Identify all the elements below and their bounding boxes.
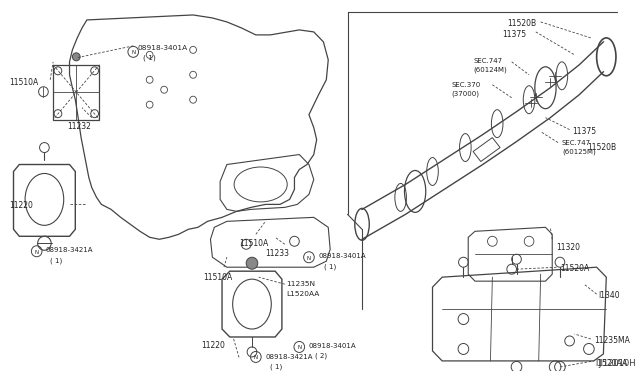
Text: 11510A: 11510A [239,239,269,248]
Text: 11520B: 11520B [507,19,536,28]
Text: SEC.747: SEC.747 [473,58,502,64]
Text: 11235MA: 11235MA [594,336,630,345]
Text: 11235N: 11235N [286,281,315,287]
Text: ( 1): ( 1) [50,257,63,264]
Text: (37000): (37000) [452,91,480,97]
Circle shape [246,257,258,269]
Text: N: N [131,50,135,55]
Text: 08918-3421A: 08918-3421A [266,354,313,360]
Text: ( 1): ( 1) [270,364,283,371]
Text: 11510A: 11510A [203,273,232,282]
Text: 08918-3401A: 08918-3401A [319,253,366,259]
Text: ( 2): ( 2) [315,353,327,359]
Text: JI12010H: JI12010H [598,359,636,368]
Text: L1520AA: L1520AA [286,291,319,297]
Text: 11220: 11220 [10,201,33,211]
Circle shape [72,53,80,61]
Text: 11232: 11232 [68,122,92,131]
Text: (60125M): (60125M) [562,148,596,155]
Text: 11375: 11375 [573,126,596,136]
Text: 11233: 11233 [266,249,289,258]
Text: (60124M): (60124M) [473,67,507,73]
Text: SEC.747: SEC.747 [562,140,591,145]
Text: 08918-3421A: 08918-3421A [45,247,93,253]
Text: 08918-3401A: 08918-3401A [137,45,188,51]
Text: 11510A: 11510A [10,78,39,87]
Text: ( 1): ( 1) [143,55,156,61]
Text: 11320: 11320 [556,243,580,252]
Text: N: N [254,355,258,360]
Text: 11220: 11220 [201,341,225,350]
Text: SEC.370: SEC.370 [452,82,481,88]
Text: N: N [297,346,301,350]
Text: 11375: 11375 [502,30,526,39]
Text: ( 1): ( 1) [324,263,337,270]
Text: N: N [307,256,311,261]
Text: I1340: I1340 [598,291,620,300]
Text: N: N [35,250,39,255]
Text: 11520A: 11520A [560,264,589,273]
Text: 11520B: 11520B [587,142,616,151]
Text: 08918-3401A: 08918-3401A [309,343,356,349]
Text: I1520AA: I1520AA [596,359,628,368]
